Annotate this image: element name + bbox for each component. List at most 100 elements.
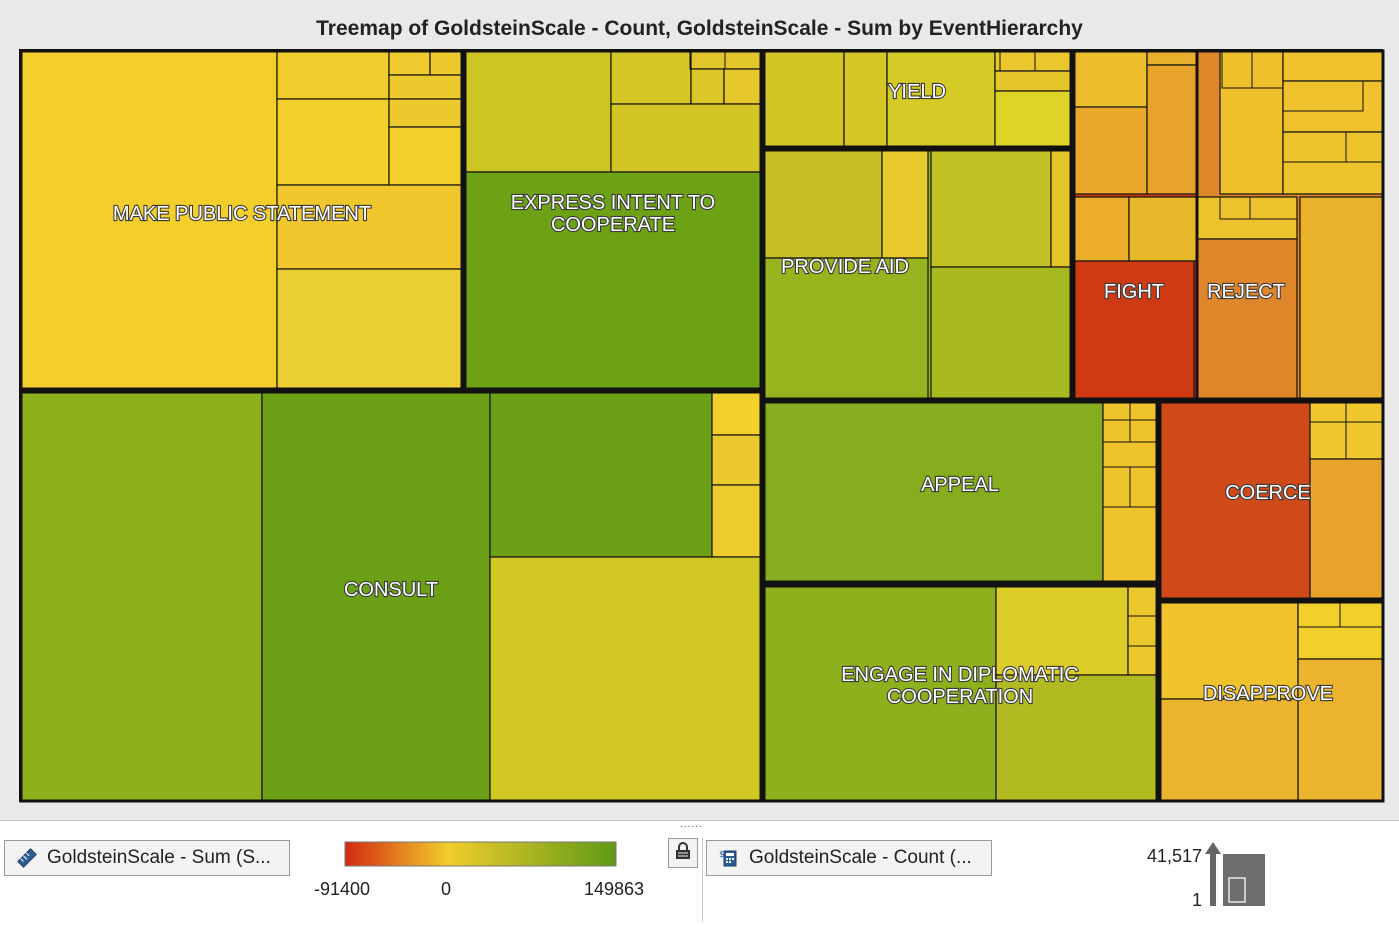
treemap-leaf[interactable] (1073, 260, 1195, 400)
treemap-leaf[interactable] (994, 50, 1072, 72)
treemap-group-border (19, 390, 763, 803)
treemap-leaf-outline (1127, 615, 1158, 647)
treemap-leaf[interactable] (1282, 131, 1384, 195)
treemap-leaf[interactable] (1282, 50, 1384, 82)
color-role-button[interactable]: GoldsteinScale - Sum (S... (4, 840, 290, 876)
lock-icon (674, 841, 692, 866)
treemap-label: FIGHT (1104, 281, 1164, 303)
treemap-leaf[interactable] (1309, 458, 1384, 600)
treemap-leaf-outline (1251, 50, 1284, 89)
treemap-label: APPEAL (921, 474, 999, 496)
treemap-leaf[interactable] (994, 90, 1072, 148)
treemap-label: DISAPPROVE (1203, 683, 1333, 705)
treemap-label: YIELD (888, 81, 946, 103)
size-role-label: GoldsteinScale - Count (... (749, 847, 972, 868)
treemap-leaf-outline (1282, 80, 1364, 112)
treemap-label: EXPRESS INTENT TO COOPERATE (511, 192, 716, 236)
lock-button[interactable] (668, 838, 698, 868)
treemap-group-border (463, 49, 763, 391)
treemap-leaf[interactable] (763, 149, 883, 259)
chart-panel: Treemap of GoldsteinScale - Count, Golds… (0, 0, 1399, 820)
treemap-leaf[interactable] (1196, 196, 1298, 240)
treemap-leaf[interactable] (723, 68, 762, 105)
treemap-label: COERCE (1225, 482, 1311, 504)
treemap-group-border (19, 49, 464, 391)
treemap-leaf[interactable] (388, 74, 463, 100)
treemap-leaf[interactable] (690, 68, 725, 105)
treemap-leaf-outline (1345, 131, 1384, 163)
treemap-leaf[interactable] (995, 585, 1129, 676)
treemap-leaf[interactable] (995, 674, 1158, 802)
treemap-leaf-outline (1339, 601, 1384, 628)
treemap-leaf-outline (1034, 50, 1072, 72)
svg-text:$: $ (719, 850, 725, 860)
treemap-leaf[interactable] (1299, 196, 1384, 400)
treemap-leaf-outline (1073, 50, 1148, 108)
treemap-leaf[interactable] (763, 585, 997, 802)
treemap-leaf[interactable] (464, 50, 612, 173)
treemap-leaf-outline (1345, 421, 1384, 460)
treemap-leaf[interactable] (20, 391, 263, 802)
treemap-leaf[interactable] (489, 391, 713, 558)
treemap-leaf[interactable] (1073, 50, 1148, 108)
treemap-leaf-outline (1249, 196, 1298, 220)
treemap-leaf[interactable] (690, 50, 762, 70)
treemap-leaf[interactable] (276, 268, 463, 390)
treemap-group-border (1158, 400, 1385, 601)
treemap-leaf[interactable] (763, 257, 929, 400)
treemap-leaf[interactable] (1297, 658, 1384, 802)
treemap-label: CONSULT (344, 579, 438, 601)
treemap-leaf[interactable] (930, 149, 1052, 268)
treemap-leaf[interactable] (464, 171, 762, 390)
treemap-leaf[interactable] (388, 50, 431, 76)
treemap-leaf[interactable] (763, 50, 845, 148)
treemap-label: MAKE PUBLIC STATEMENT (113, 203, 371, 225)
treemap[interactable]: MAKE PUBLIC STATEMENT EXPRESS INTENT TO CO… (0, 0, 1399, 820)
treemap-leaf[interactable] (843, 50, 888, 148)
treemap-leaf[interactable] (1159, 401, 1311, 600)
treemap-group-border (762, 148, 1073, 401)
treemap-leaf[interactable] (489, 556, 762, 802)
treemap-leaf[interactable] (429, 50, 463, 76)
treemap-leaf[interactable] (276, 184, 463, 270)
treemap-leaf[interactable] (610, 50, 692, 105)
treemap-leaf[interactable] (610, 103, 762, 173)
treemap-leaf[interactable] (276, 50, 390, 100)
treemap-leaf-outline (724, 50, 762, 70)
treemap-leaf[interactable] (711, 391, 762, 436)
size-min-label: 1 (1191, 890, 1202, 910)
treemap-group-border (762, 584, 1159, 803)
treemap-leaf[interactable] (763, 401, 1104, 583)
treemap-leaf[interactable] (276, 98, 390, 186)
treemap-leaf[interactable] (1128, 196, 1198, 262)
treemap-leaf[interactable] (1196, 238, 1298, 400)
treemap-leaf[interactable] (1127, 585, 1158, 676)
legend-max-label: 149863 (584, 879, 645, 899)
divider (702, 838, 703, 922)
legend-min-label: -91400 (314, 879, 371, 899)
color-role-label: GoldsteinScale - Sum (S... (47, 847, 271, 868)
ruler-icon (17, 848, 37, 868)
legend-mid-label: 0 (441, 879, 452, 899)
treemap-leaf[interactable] (930, 266, 1072, 400)
treemap-leaf[interactable] (1073, 196, 1130, 262)
chart-title: Treemap of GoldsteinScale - Count, Golds… (316, 17, 1083, 40)
treemap-leaf[interactable] (388, 126, 463, 186)
splitter-grip[interactable]: ...... (680, 819, 703, 830)
treemap-leaf-outline (1129, 466, 1158, 508)
size-max-label: 41,517 (1146, 846, 1202, 866)
treemap-leaf[interactable] (1282, 80, 1384, 133)
treemap-leaf[interactable] (711, 434, 762, 486)
treemap-group-border (1158, 600, 1385, 803)
treemap-leaf[interactable] (388, 98, 463, 128)
treemap-leaf[interactable] (994, 70, 1072, 92)
treemap-leaf[interactable] (261, 391, 491, 802)
treemap-leaf[interactable] (1159, 698, 1299, 802)
treemap-leaf[interactable] (1050, 149, 1072, 268)
treemap-leaf[interactable] (881, 149, 929, 259)
size-role-button[interactable]: $ GoldsteinScale - Count (... (706, 840, 992, 876)
treemap-leaf[interactable] (711, 484, 762, 558)
treemap-label: REJECT (1207, 281, 1285, 303)
treemap-leaf[interactable] (1073, 106, 1148, 195)
size-legend-icon (1205, 842, 1265, 906)
